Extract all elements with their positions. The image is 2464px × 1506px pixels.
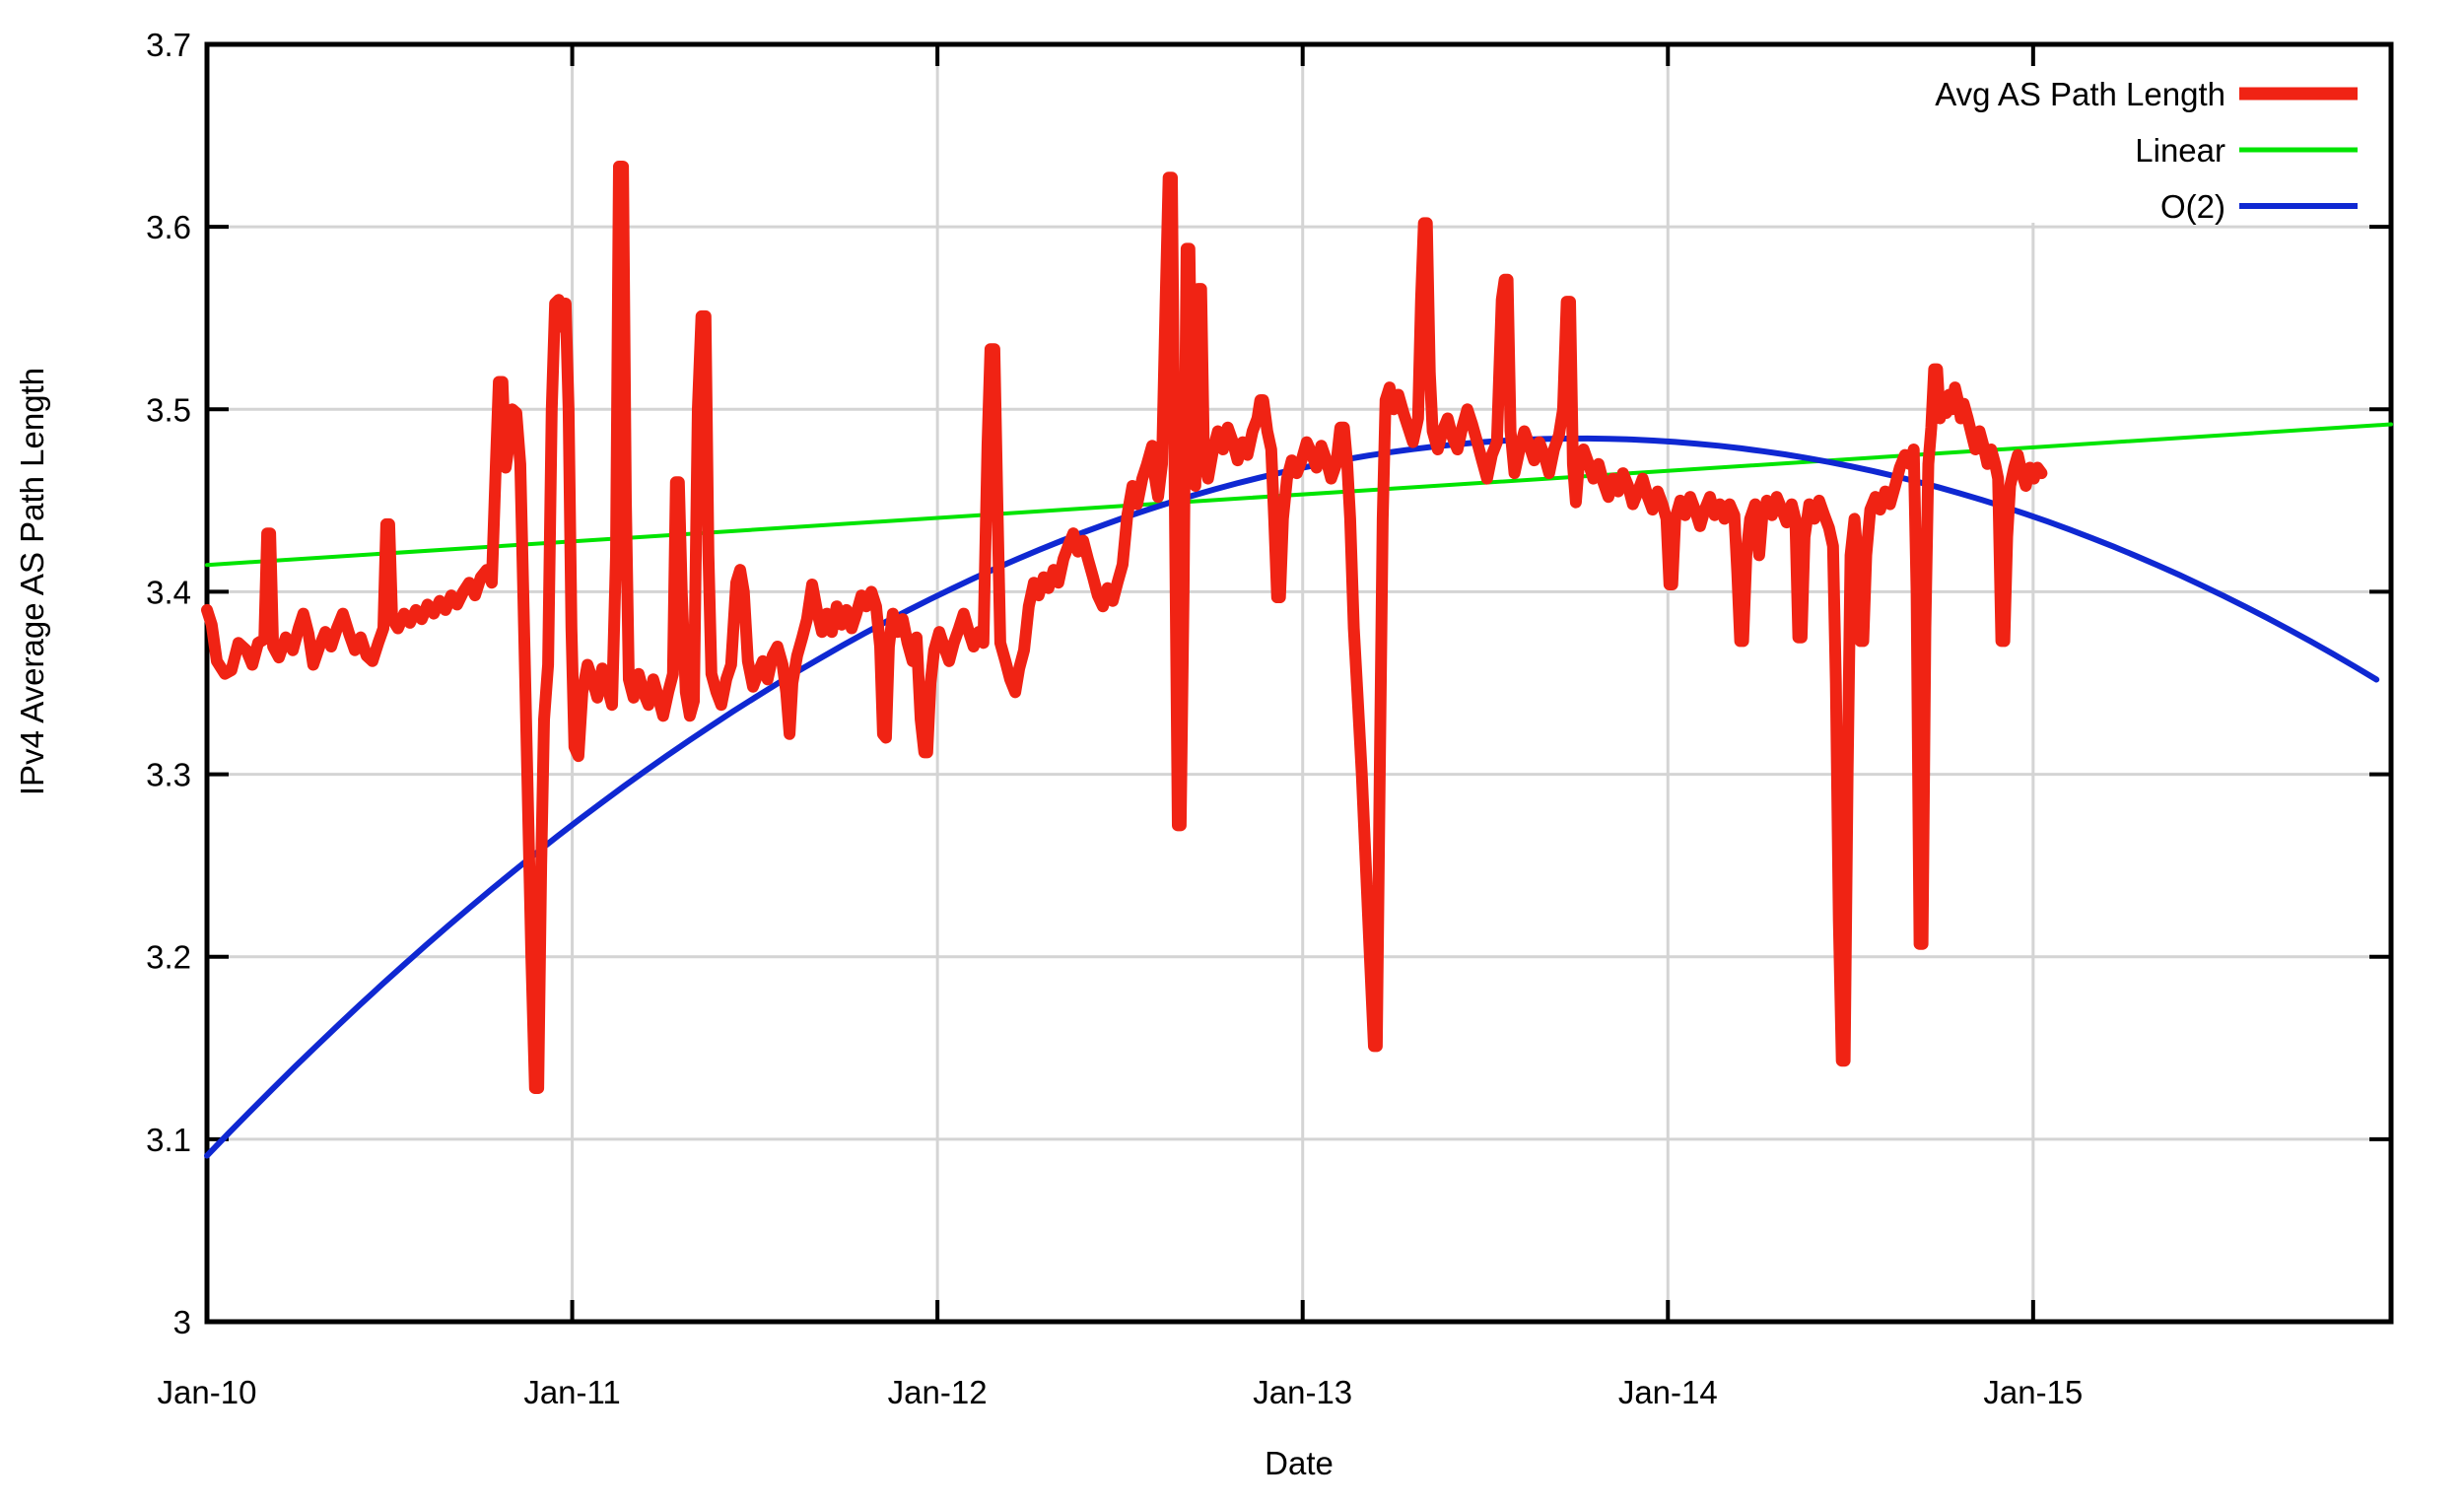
svg-text:Jan-14: Jan-14: [1618, 1374, 1718, 1410]
legend-label-o2: O(2): [2160, 188, 2225, 225]
svg-text:3.3: 3.3: [146, 757, 191, 793]
svg-text:3.1: 3.1: [146, 1122, 191, 1158]
legend: Avg AS Path Length Linear O(2): [1935, 76, 2225, 225]
svg-text:Jan-10: Jan-10: [158, 1374, 257, 1410]
svg-text:Jan-11: Jan-11: [523, 1374, 620, 1410]
svg-text:Jan-13: Jan-13: [1253, 1374, 1352, 1410]
svg-text:3.6: 3.6: [146, 209, 191, 245]
svg-text:Jan-12: Jan-12: [888, 1374, 988, 1410]
chart-graphics: Jan-10 Jan-11 Jan-12 Jan-13 Jan-14 Jan-15 3 3.1…: [146, 27, 2394, 1410]
legend-label-linear: Linear: [2135, 132, 2225, 169]
svg-text:3: 3: [173, 1304, 191, 1340]
svg-text:3.4: 3.4: [146, 574, 191, 610]
svg-text:3.2: 3.2: [146, 939, 191, 976]
svg-text:Jan-15: Jan-15: [1983, 1374, 2083, 1410]
y-axis-title: IPv4 Average AS Path Length: [14, 368, 50, 795]
svg-text:3.5: 3.5: [146, 391, 191, 428]
svg-text:3.7: 3.7: [146, 27, 191, 63]
x-axis-title: Date: [1265, 1445, 1334, 1481]
legend-label-avg-as-path-length: Avg AS Path Length: [1935, 76, 2225, 112]
